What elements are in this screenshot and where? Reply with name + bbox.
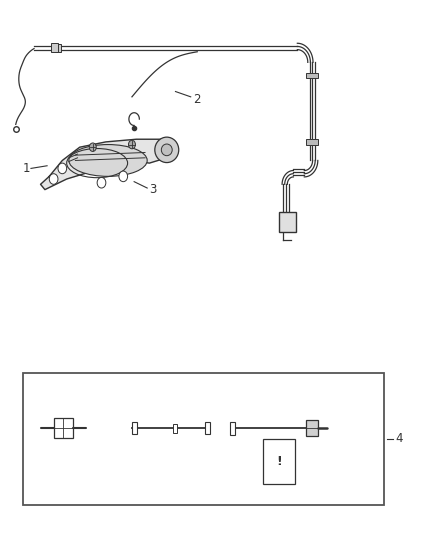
Text: 3: 3 [149, 183, 157, 196]
Text: !: ! [276, 455, 282, 468]
Bar [262, 439, 295, 484]
Circle shape [58, 163, 67, 174]
Circle shape [119, 171, 127, 182]
Bar [53, 418, 73, 438]
Circle shape [89, 143, 96, 151]
Text: 4: 4 [395, 432, 403, 446]
Text: 1: 1 [22, 162, 30, 175]
Bar [279, 212, 297, 232]
Bar [205, 422, 210, 434]
Bar [132, 422, 137, 434]
Circle shape [49, 174, 58, 184]
Text: 2: 2 [193, 93, 201, 106]
Bar [306, 420, 318, 436]
Circle shape [97, 177, 106, 188]
Polygon shape [41, 139, 176, 190]
Circle shape [128, 140, 135, 149]
Bar [23, 373, 385, 505]
Bar [306, 73, 318, 78]
Ellipse shape [155, 137, 179, 163]
Bar [173, 424, 177, 433]
Bar [55, 44, 61, 52]
Bar [230, 422, 235, 434]
Bar [51, 43, 57, 52]
Ellipse shape [161, 144, 172, 156]
Ellipse shape [69, 144, 147, 176]
Bar [306, 139, 318, 144]
